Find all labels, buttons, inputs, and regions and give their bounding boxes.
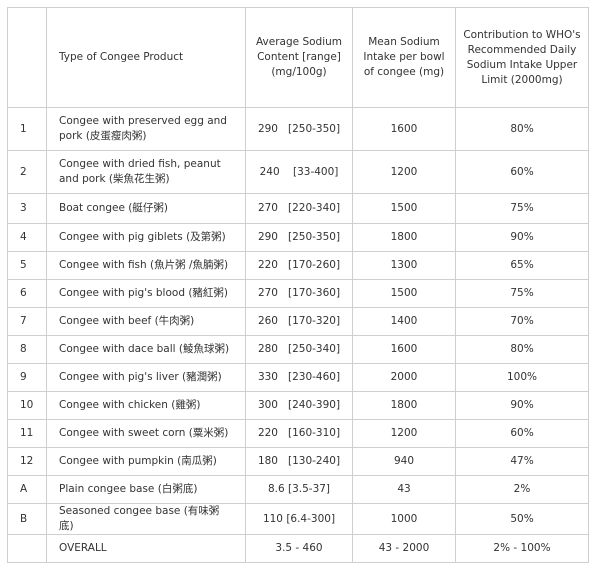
table-cell: 7 [7, 307, 47, 336]
table-row: 6 Congee with pig's blood (豬紅粥) 270 [170-3… [7, 279, 589, 308]
table-cell: 90% [455, 223, 589, 252]
table-cell: 1200 [352, 150, 456, 194]
table-cell: 330 [230-460] [245, 363, 353, 392]
table-cell: 270 [170-360] [245, 279, 353, 308]
table-cell: 100% [455, 363, 589, 392]
table-cell: 240 [33-400] [245, 150, 353, 194]
table-cell: 180 [130-240] [245, 447, 353, 476]
table-cell: Congee with pig giblets (及第粥) [46, 223, 246, 252]
table-cell: 1400 [352, 307, 456, 336]
table-cell: 290 [250-350] [245, 223, 353, 252]
table-cell: 1800 [352, 391, 456, 420]
table-cell: OVERALL [46, 534, 246, 563]
table-cell: 8 [7, 335, 47, 364]
congee-sodium-table: Type of Congee Product Average Sodium Con… [7, 7, 589, 563]
table-cell: Congee with sweet corn (粟米粥) [46, 419, 246, 448]
table-cell: Congee with pumpkin (南瓜粥) [46, 447, 246, 476]
table-cell: 290 [250-350] [245, 107, 353, 151]
table-cell: 2000 [352, 363, 456, 392]
table-cell: 70% [455, 307, 589, 336]
table-row: 4 Congee with pig giblets (及第粥) 290 [250-3… [7, 223, 589, 252]
header-row: Type of Congee Product Average Sodium Con… [7, 7, 589, 108]
table-cell: 47% [455, 447, 589, 476]
table-cell: 270 [220-340] [245, 193, 353, 224]
header-cell: Mean Sodium Intake per bowl of congee (m… [352, 7, 456, 108]
table-cell: 5 [7, 251, 47, 280]
table-cell: 1000 [352, 503, 456, 535]
table-cell: 12 [7, 447, 47, 476]
table-cell: 8.6 [3.5-37] [245, 475, 353, 504]
table-cell: Congee with dried fish, peanut and pork … [46, 150, 246, 194]
table-row: 10 Congee with chicken (雞粥) 300 [240-390] 1… [7, 391, 589, 420]
table-cell: Congee with fish (魚片粥 /魚腩粥) [46, 251, 246, 280]
table-row: B Seasoned congee base (有味粥底) 110 [6.4-300… [7, 503, 589, 535]
table-cell: 1500 [352, 193, 456, 224]
table-cell: Congee with pig's blood (豬紅粥) [46, 279, 246, 308]
header-cell: Average Sodium Content [range] (mg/100g) [245, 7, 353, 108]
table-cell: 1 [7, 107, 47, 151]
table-cell: 1500 [352, 279, 456, 308]
table-cell: 1800 [352, 223, 456, 252]
table-cell: 220 [160-310] [245, 419, 353, 448]
table-cell: 2% - 100% [455, 534, 589, 563]
table-cell: 80% [455, 335, 589, 364]
table-cell: 75% [455, 193, 589, 224]
table-cell: B [7, 503, 47, 535]
table-cell: 110 [6.4-300] [245, 503, 353, 535]
header-cell: Type of Congee Product [46, 7, 246, 108]
table-cell: 280 [250-340] [245, 335, 353, 364]
table-row: 1 Congee with preserved egg and pork (皮蛋瘦… [7, 107, 589, 151]
table-cell: Boat congee (艇仔粥) [46, 193, 246, 224]
table-row: A Plain congee base (白粥底) 8.6 [3.5-37] 43 2% [7, 475, 589, 504]
table-cell: 6 [7, 279, 47, 308]
table-cell: Plain congee base (白粥底) [46, 475, 246, 504]
table-cell: 65% [455, 251, 589, 280]
table-cell: 3.5 - 460 [245, 534, 353, 563]
table-row: 9 Congee with pig's liver (豬潤粥) 330 [230-4… [7, 363, 589, 392]
table-cell: 1600 [352, 335, 456, 364]
table-cell: 260 [170-320] [245, 307, 353, 336]
table-cell: 9 [7, 363, 47, 392]
table-cell: A [7, 475, 47, 504]
table-cell: 43 [352, 475, 456, 504]
table-cell: 1300 [352, 251, 456, 280]
table-cell: 300 [240-390] [245, 391, 353, 420]
table-row: 8 Congee with dace ball (鯪魚球粥) 280 [250-34… [7, 335, 589, 364]
table-cell: 3 [7, 193, 47, 224]
table-cell: 60% [455, 150, 589, 194]
table-cell: 80% [455, 107, 589, 151]
table-cell: 10 [7, 391, 47, 420]
table-cell: 60% [455, 419, 589, 448]
table-cell: Congee with beef (牛肉粥) [46, 307, 246, 336]
header-cell: Contribution to WHO's Recommended Daily … [455, 7, 589, 108]
table-cell: Congee with chicken (雞粥) [46, 391, 246, 420]
table-row: 5 Congee with fish (魚片粥 /魚腩粥) 220 [170-260… [7, 251, 589, 280]
table-cell: Seasoned congee base (有味粥底) [46, 503, 246, 535]
table-cell: 220 [170-260] [245, 251, 353, 280]
table-cell: 90% [455, 391, 589, 420]
table-cell: 11 [7, 419, 47, 448]
table-row: 3 Boat congee (艇仔粥) 270 [220-340] 1500 75% [7, 193, 589, 224]
header-cell [7, 7, 47, 108]
table-cell: 2% [455, 475, 589, 504]
table-row: 12 Congee with pumpkin (南瓜粥) 180 [130-240]… [7, 447, 589, 476]
table-cell: 2 [7, 150, 47, 194]
table-cell: Congee with pig's liver (豬潤粥) [46, 363, 246, 392]
table-cell [7, 534, 47, 563]
table-cell: 75% [455, 279, 589, 308]
table-cell: 1600 [352, 107, 456, 151]
table-cell: Congee with preserved egg and pork (皮蛋瘦肉… [46, 107, 246, 151]
table-row: 2 Congee with dried fish, peanut and pork… [7, 150, 589, 194]
table-row: 11 Congee with sweet corn (粟米粥) 220 [160-3… [7, 419, 589, 448]
table-cell: Congee with dace ball (鯪魚球粥) [46, 335, 246, 364]
table-row: OVERALL 3.5 - 460 43 - 2000 2% - 100% [7, 534, 589, 563]
table-cell: 50% [455, 503, 589, 535]
table-cell: 4 [7, 223, 47, 252]
table-row: 7 Congee with beef (牛肉粥) 260 [170-320] 1400… [7, 307, 589, 336]
table-cell: 940 [352, 447, 456, 476]
table-body: Type of Congee Product Average Sodium Con… [7, 7, 589, 563]
table-cell: 43 - 2000 [352, 534, 456, 563]
table-cell: 1200 [352, 419, 456, 448]
